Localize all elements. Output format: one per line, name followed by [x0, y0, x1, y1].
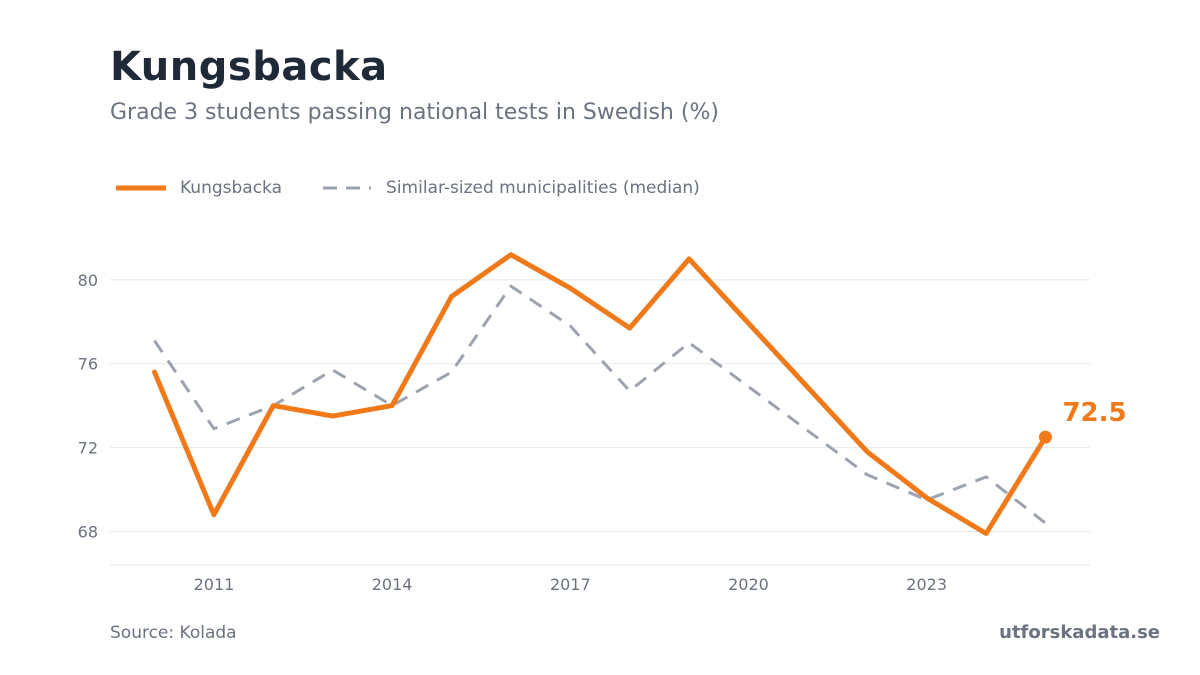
legend-swatch-dashed [323, 186, 372, 190]
legend-label-primary: Kungsbacka [180, 178, 283, 198]
x-tick-label: 2020 [728, 575, 769, 594]
x-tick-label: 2011 [194, 575, 235, 594]
series-line-kungsbacka [152, 252, 1048, 536]
chart-title: Kungsbacka [110, 44, 388, 90]
chart-subtitle: Grade 3 students passing national tests … [110, 100, 719, 125]
y-tick-label: 72 [78, 439, 98, 458]
end-value-label: 72.5 [1062, 398, 1126, 428]
legend-label-median: Similar-sized municipalities (median) [386, 178, 700, 198]
chart-legend: Kungsbacka Similar-sized municipalities … [116, 178, 740, 198]
brand-link[interactable]: utforskadata.se [999, 622, 1160, 643]
y-tick-label: 80 [78, 271, 98, 290]
y-tick-label: 68 [78, 522, 98, 541]
end-point-marker [1038, 430, 1052, 444]
x-tick-label: 2017 [550, 575, 591, 594]
series-line-median [153, 284, 1047, 525]
legend-swatch-solid [116, 185, 166, 191]
source-note: Source: Kolada [110, 623, 237, 643]
x-tick-label: 2023 [906, 575, 947, 594]
legend-item-median: Similar-sized municipalities (median) [322, 178, 700, 198]
y-tick-label: 76 [78, 355, 98, 374]
legend-item-primary: Kungsbacka [116, 178, 282, 198]
x-tick-label: 2014 [372, 575, 413, 594]
